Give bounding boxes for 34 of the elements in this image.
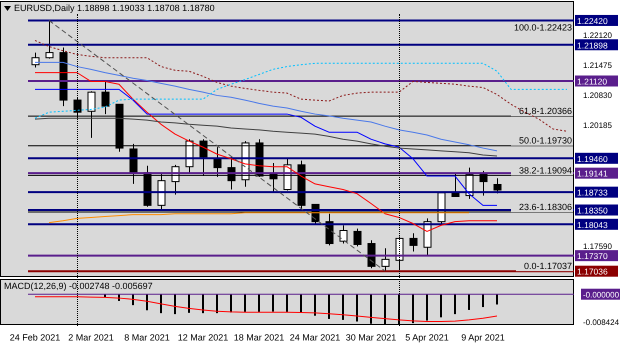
y-tick-label: -0.008424 (583, 318, 620, 327)
x-tick-label: 8 Mar 2021 (124, 332, 170, 342)
y-tick-label: 1.20185 (583, 121, 612, 130)
annotation: 50.0-1.19730 (518, 136, 572, 146)
y-tick-label: 1.22120 (583, 30, 612, 40)
chart-title: EURUSD,Daily 1.18898 1.19033 1.18708 1.18780 (14, 3, 215, 13)
x-tick-label: 12 Mar 2021 (178, 332, 228, 342)
x-tick-label: 30 Mar 2021 (346, 332, 396, 342)
x-tick-label: 18 Mar 2021 (234, 332, 284, 342)
ref-line-label: 1.17036 (577, 266, 608, 277)
x-tick-label: 24 Feb 2021 (10, 332, 60, 342)
ref-line-label: 1.21120 (577, 76, 608, 86)
ref-line-label: 1.18733 (577, 188, 608, 198)
y-tick-label: 1.21475 (583, 60, 612, 70)
ref-line-label: 1.22420 (577, 16, 608, 26)
ref-line-label: 1.19460 (577, 154, 608, 164)
ref-line-label: 1.21898 (577, 40, 608, 50)
annotation: 0.0-1.17037 (524, 261, 572, 272)
annotation: 100.0-1.22423 (514, 22, 572, 32)
x-tick-label: 5 Apr 2021 (405, 332, 449, 342)
ref-line-label: 1.19141 (577, 168, 608, 179)
y-tick-label: 1.17590 (583, 242, 612, 251)
annotation: 38.2-1.19094 (518, 165, 572, 176)
annotation: 23.6-1.18306 (518, 202, 572, 212)
y-tick-label: 1.20830 (583, 91, 612, 100)
x-tick-label: 2 Mar 2021 (68, 332, 114, 342)
y-tick-label: -0.000000 (583, 290, 620, 300)
ref-line-label: 1.18043 (577, 220, 608, 230)
chart-title: MACD(12,26,9) -0.002748 -0.005697 (4, 281, 153, 291)
x-tick-label: 9 Apr 2021 (461, 332, 505, 342)
x-tick-label: 24 Mar 2021 (290, 332, 340, 342)
annotation: 61.8-1.20366 (518, 106, 572, 116)
ref-line-label: 1.18350 (577, 206, 608, 216)
ref-line-label: 1.17370 (577, 251, 608, 262)
